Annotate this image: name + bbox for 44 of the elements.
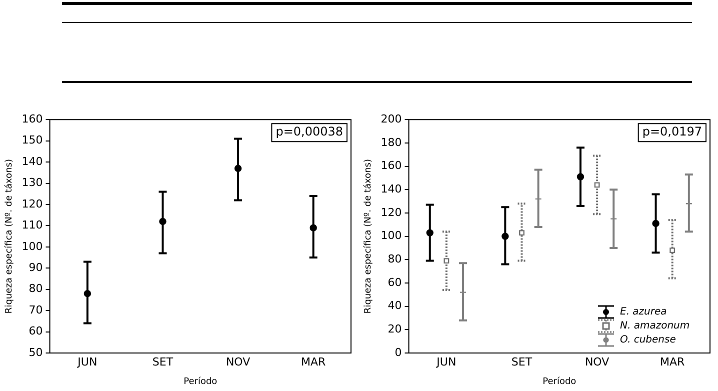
y-tick-label: 110 (22, 218, 43, 232)
x-tick-label: SET (511, 355, 532, 368)
y-tick-label: 80 (388, 252, 402, 266)
annotation: p=0,0197 (642, 124, 702, 139)
y-tick-label: 120 (380, 206, 402, 219)
x-tick-label: JUN (76, 355, 98, 368)
y-axis-title: Riqueza específica (Nº. de táxons) (4, 159, 15, 314)
y-tick-label: 100 (22, 240, 43, 253)
legend-label: E. azurea (620, 306, 667, 318)
x-tick-label: MAR (660, 355, 686, 368)
y-tick-label: 90 (28, 260, 43, 274)
point (84, 290, 92, 298)
y-tick-label: 200 (380, 112, 402, 126)
y-tick-label: 0 (394, 346, 402, 359)
y-tick-label: 40 (388, 299, 402, 312)
y-tick-label: 120 (22, 197, 43, 210)
legend-label: O. cubense (620, 334, 676, 346)
y-tick-label: 60 (388, 276, 402, 289)
annotation: p=0,00038 (276, 124, 343, 139)
y-tick-label: 80 (28, 282, 43, 296)
x-axis-title: Período (184, 376, 218, 387)
x-tick-label: SET (152, 355, 174, 368)
y-tick-label: 60 (28, 324, 43, 338)
point (234, 164, 242, 172)
y-tick-label: 160 (22, 112, 43, 126)
y-tick-label: 180 (380, 136, 402, 149)
y-tick-label: 160 (380, 159, 402, 172)
y-tick-label: 70 (28, 303, 43, 316)
y-tick-label: 140 (22, 154, 43, 168)
legend-label: N. amazonum (620, 320, 690, 332)
x-tick-label: NOV (584, 355, 610, 368)
y-tick-label: 140 (380, 182, 402, 196)
y-tick-label: 50 (28, 346, 43, 359)
x-tick-label: JUN (436, 355, 456, 368)
x-tick-label: MAR (301, 355, 326, 368)
point (159, 218, 166, 226)
x-axis-title: Período (542, 376, 577, 387)
x-tick-label: NOV (226, 355, 251, 368)
y-tick-label: 150 (22, 134, 43, 147)
y-tick-label: 100 (380, 229, 402, 242)
point (310, 224, 317, 232)
y-tick-label: 20 (388, 322, 402, 336)
y-axis-title: Riqueza específica (Nº. de táxons) (362, 159, 374, 314)
y-tick-label: 130 (22, 176, 43, 190)
